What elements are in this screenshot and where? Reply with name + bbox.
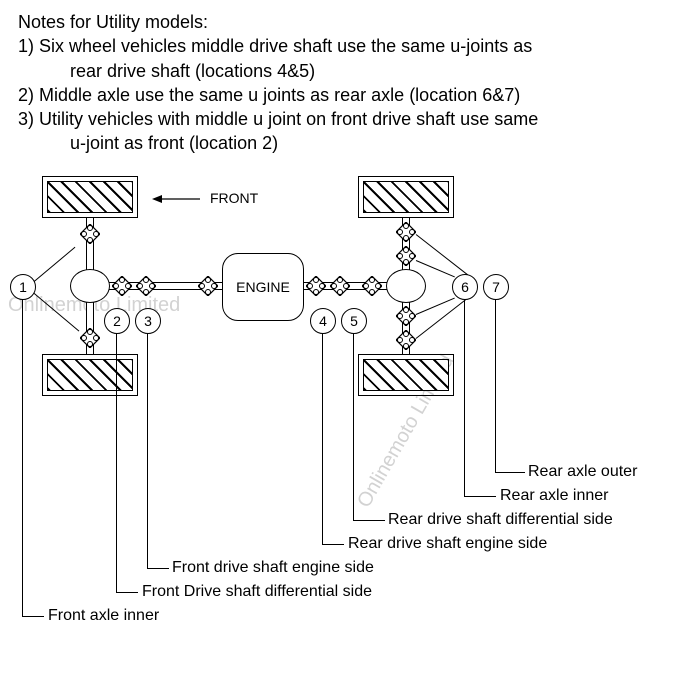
callout-6: 6 (452, 274, 478, 300)
ujoint-7-top (396, 222, 416, 242)
ujoint-1-top (80, 224, 100, 244)
callout-2: 2 (104, 308, 130, 334)
callout-4: 4 (310, 308, 336, 334)
leader-v-3 (147, 332, 148, 568)
leader-h-6 (464, 496, 496, 497)
front-differential (70, 269, 110, 303)
label-1: Front axle inner (48, 607, 159, 625)
callout-7: 7 (483, 274, 509, 300)
label-2: Front Drive shaft differential side (142, 583, 372, 601)
notes-line-1: 1) Six wheel vehicles middle drive shaft… (18, 34, 682, 58)
ujoint-4 (306, 276, 326, 296)
engine-label: ENGINE (236, 279, 290, 295)
ujoint-2b (136, 276, 156, 296)
leader-h-7 (495, 472, 525, 473)
notes-block: Notes for Utility models: 1) Six wheel v… (18, 10, 682, 156)
notes-heading: Notes for Utility models: (18, 10, 682, 34)
callout-5: 5 (341, 308, 367, 334)
rear-differential (386, 269, 426, 303)
leader-1-top (33, 247, 76, 283)
notes-line-2: 2) Middle axle use the same u joints as … (18, 83, 682, 107)
leader-v-1 (22, 298, 23, 616)
rear-wheel-top (358, 176, 454, 218)
leader-v-4 (322, 332, 323, 544)
leader-v-7 (495, 298, 496, 472)
ujoint-6-top (396, 246, 416, 266)
ujoint-7-bottom (396, 330, 416, 350)
front-label: FRONT (210, 190, 258, 206)
ujoint-4b (330, 276, 350, 296)
leader-v-6 (464, 298, 465, 496)
front-wheel-bottom (42, 354, 138, 396)
callout-1: 1 (10, 274, 36, 300)
leader-h-5 (353, 520, 385, 521)
notes-line-3: 3) Utility vehicles with middle u joint … (18, 107, 682, 131)
leader-h-1 (22, 616, 44, 617)
label-5: Rear drive shaft differential side (388, 511, 613, 529)
page: Notes for Utility models: 1) Six wheel v… (0, 0, 700, 700)
front-wheel-top (42, 176, 138, 218)
leader-v-2 (116, 332, 117, 592)
leader-v-5 (353, 332, 354, 520)
ujoint-2 (112, 276, 132, 296)
label-6: Rear axle inner (500, 487, 609, 505)
label-7: Rear axle outer (528, 463, 637, 481)
rear-wheel-bottom (358, 354, 454, 396)
notes-line-3b: u-joint as front (location 2) (18, 131, 682, 155)
leader-h-4 (322, 544, 344, 545)
ujoint-6-bottom (396, 306, 416, 326)
notes-line-1b: rear drive shaft (locations 4&5) (18, 59, 682, 83)
front-arrow (152, 192, 202, 210)
ujoint-5 (362, 276, 382, 296)
leader-1-bot (33, 292, 80, 331)
label-4: Rear drive shaft engine side (348, 535, 547, 553)
drivetrain-diagram: Onlinemoto Limited Onlinemoto Limited EN… (0, 170, 700, 700)
ujoint-3 (198, 276, 218, 296)
label-3: Front drive shaft engine side (172, 559, 374, 577)
ujoint-1-bottom (80, 328, 100, 348)
leader-h-2 (116, 592, 138, 593)
leader-h-3 (147, 568, 169, 569)
callout-3: 3 (135, 308, 161, 334)
engine-block: ENGINE (222, 253, 304, 321)
